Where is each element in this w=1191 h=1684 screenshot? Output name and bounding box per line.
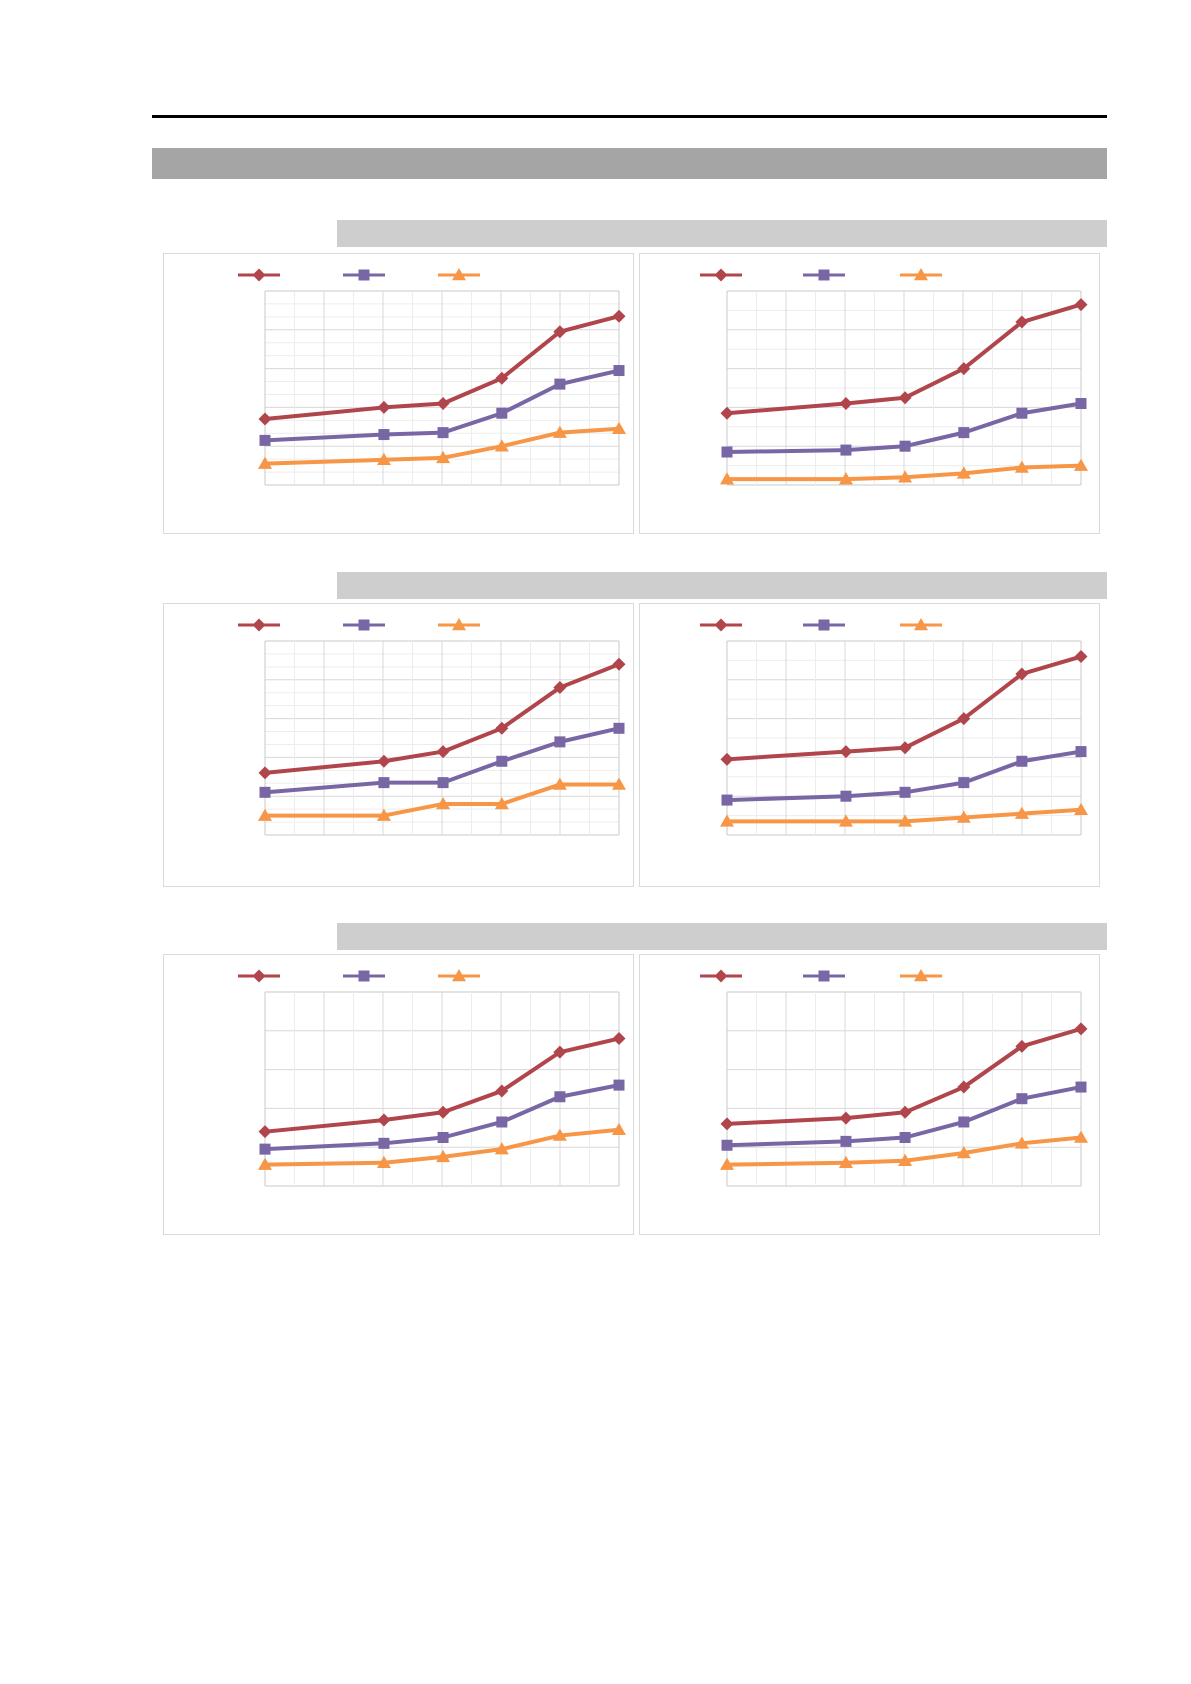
line-chart-section1-left <box>258 290 626 486</box>
triangle-marker-icon <box>438 618 480 632</box>
line-chart-svg <box>720 290 1088 486</box>
legend-item-purple-series <box>343 969 389 983</box>
legend-item-orange-series <box>438 969 484 983</box>
square-legend-glyph <box>343 619 385 631</box>
triangle-legend-glyph <box>438 618 480 631</box>
triangle-legend-glyph <box>438 268 480 281</box>
triangle-marker-icon <box>900 969 942 983</box>
diamond-marker-icon <box>238 268 280 282</box>
legend-item-orange-series <box>900 969 946 983</box>
line-chart-svg <box>720 640 1088 836</box>
legend-item-purple-series <box>803 618 849 632</box>
chart-panel-section1-left <box>163 253 634 534</box>
legend-item-purple-series <box>803 969 849 983</box>
diamond-marker-icon <box>238 969 280 983</box>
triangle-legend-glyph <box>438 969 480 982</box>
triangle-legend-glyph <box>900 268 942 281</box>
line-chart-section1-right <box>720 290 1088 486</box>
legend-item-orange-series <box>900 618 946 632</box>
section-2-title-bar <box>337 572 1107 599</box>
line-chart-svg <box>258 640 626 836</box>
chart-legend <box>640 969 1099 985</box>
square-marker-icon <box>343 618 385 632</box>
page-header-bar <box>152 148 1107 179</box>
top-horizontal-rule <box>152 115 1107 118</box>
chart-panel-section2-left <box>163 603 634 887</box>
legend-item-red-series <box>700 268 746 282</box>
legend-item-purple-series <box>803 268 849 282</box>
legend-item-red-series <box>238 618 284 632</box>
legend-item-orange-series <box>438 618 484 632</box>
legend-item-orange-series <box>900 268 946 282</box>
legend-item-red-series <box>238 268 284 282</box>
legend-item-orange-series <box>438 268 484 282</box>
square-legend-glyph <box>343 269 385 281</box>
diamond-legend-glyph <box>700 969 742 983</box>
triangle-marker-icon <box>438 969 480 983</box>
diamond-marker-icon <box>700 969 742 983</box>
triangle-marker-icon <box>900 268 942 282</box>
chart-legend <box>640 618 1099 634</box>
triangle-legend-glyph <box>900 969 942 982</box>
chart-panel-section3-right <box>639 954 1100 1235</box>
legend-item-red-series <box>238 969 284 983</box>
page-header-text <box>152 148 1107 179</box>
square-legend-glyph <box>343 970 385 982</box>
diamond-legend-glyph <box>700 618 742 632</box>
triangle-marker-icon <box>438 268 480 282</box>
square-marker-icon <box>343 268 385 282</box>
diamond-marker-icon <box>238 618 280 632</box>
chart-legend <box>164 969 633 985</box>
line-chart-section3-right <box>720 991 1088 1187</box>
diamond-marker-icon <box>700 268 742 282</box>
line-chart-svg <box>258 991 626 1187</box>
diamond-legend-glyph <box>238 618 280 632</box>
square-marker-icon <box>343 969 385 983</box>
diamond-legend-glyph <box>238 969 280 983</box>
line-chart-svg <box>258 290 626 486</box>
square-legend-glyph <box>803 619 845 631</box>
chart-legend <box>164 268 633 284</box>
line-chart-section2-right <box>720 640 1088 836</box>
legend-item-purple-series <box>343 268 389 282</box>
square-legend-glyph <box>803 269 845 281</box>
chart-legend <box>640 268 1099 284</box>
section-1-title-bar <box>337 220 1107 247</box>
line-chart-section3-left <box>258 991 626 1187</box>
line-chart-section2-left <box>258 640 626 836</box>
chart-legend <box>164 618 633 634</box>
chart-panel-section2-right <box>639 603 1100 887</box>
line-chart-svg <box>720 991 1088 1187</box>
square-marker-icon <box>803 969 845 983</box>
chart-panel-section3-left <box>163 954 634 1235</box>
chart-panel-section1-right <box>639 253 1100 534</box>
triangle-legend-glyph <box>900 618 942 631</box>
legend-item-red-series <box>700 618 746 632</box>
section-3-title-bar <box>337 923 1107 950</box>
square-legend-glyph <box>803 970 845 982</box>
triangle-marker-icon <box>900 618 942 632</box>
diamond-legend-glyph <box>238 268 280 282</box>
legend-item-red-series <box>700 969 746 983</box>
square-marker-icon <box>803 268 845 282</box>
legend-item-purple-series <box>343 618 389 632</box>
diamond-legend-glyph <box>700 268 742 282</box>
square-marker-icon <box>803 618 845 632</box>
diamond-marker-icon <box>700 618 742 632</box>
